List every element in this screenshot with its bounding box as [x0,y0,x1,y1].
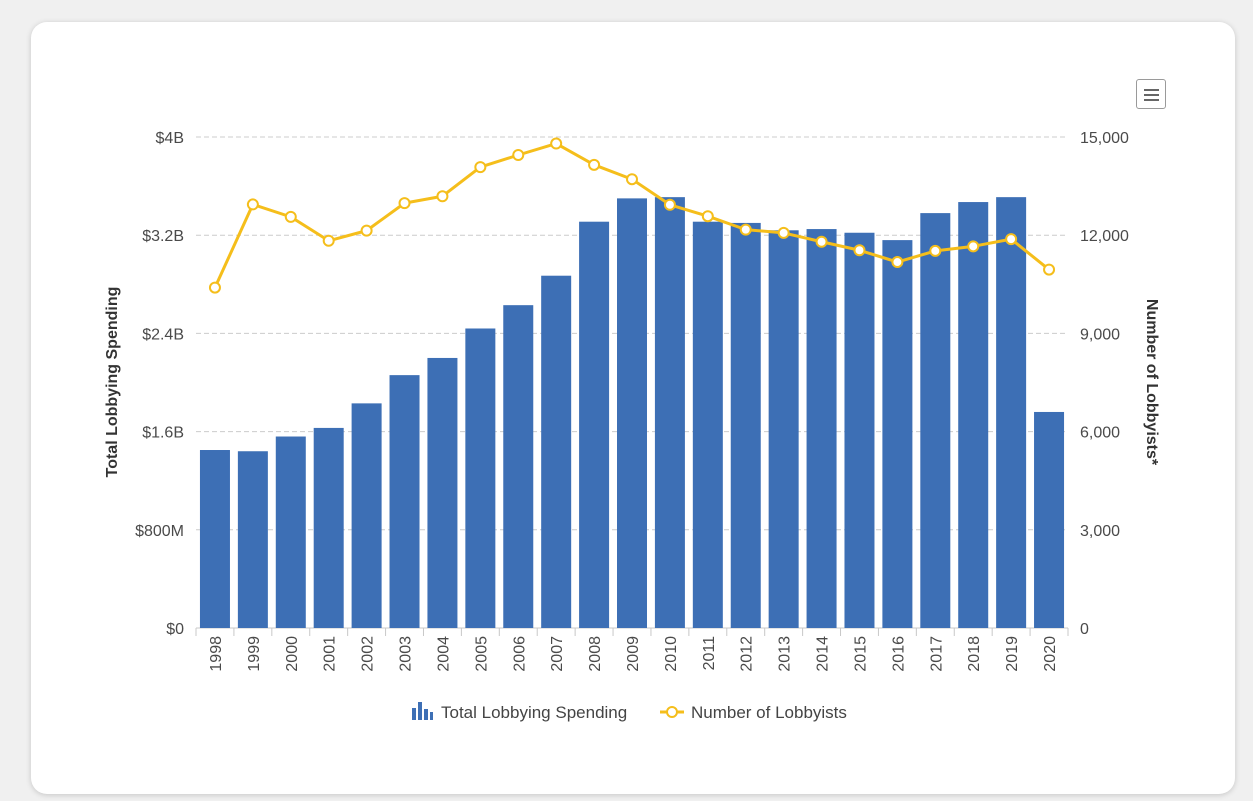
bar [654,197,685,628]
left-axis-title: Total Lobbying Spending [104,287,121,478]
bar [389,375,420,628]
bar [465,328,496,628]
lobbyists-point [701,210,714,223]
left-axis-tick-label: $4B [156,130,184,147]
bar [1034,411,1065,628]
bar [996,197,1027,628]
line-marker-icon [660,706,684,718]
bar [844,232,875,628]
bar-chart-icon [412,702,433,720]
x-axis-tick-label: 2010 [663,636,680,672]
x-axis-tick-label: 2002 [360,636,377,672]
x-axis-tick-label: 2014 [815,636,832,672]
axis-ticks: $0 $800M $1.6B $2.4B $3.2B $4B 0 3,000 6,000 9,00… [135,130,1129,672]
lobbyists-point [398,197,411,210]
bar [617,198,647,628]
bar [806,229,837,628]
lobbyists-point [360,224,373,237]
x-axis-tick-label: 2001 [322,636,339,672]
lobbyists-point [853,244,866,257]
x-axis-tick-label: 2015 [852,636,869,672]
x-axis-tick-label: 2008 [587,636,604,672]
x-axis-tick-label: 2006 [511,636,528,672]
bars [199,197,1065,629]
bar [768,230,799,629]
bar [579,221,610,628]
left-axis-tick-label: $2.4B [142,326,184,343]
x-axis-tick-label: 2017 [928,636,945,672]
right-axis-tick-label: 3,000 [1080,523,1120,540]
x-axis-tick-label: 2011 [701,636,718,671]
legend: Total Lobbying Spending Number of Lobbyi… [412,702,847,722]
left-axis-tick-label: $3.2B [142,228,184,245]
x-axis-tick-label: 2007 [549,636,566,672]
left-axis-tick-label: $0 [166,621,184,638]
bar [237,451,268,628]
lobbyists-point [739,223,752,236]
lobbyists-point [436,190,449,203]
x-axis-tick-label: 2013 [777,636,794,672]
right-axis-tick-label: 15,000 [1080,130,1129,147]
legend-lobbyists-label: Number of Lobbyists [691,703,847,722]
chart-menu-button[interactable] [1136,79,1166,109]
x-axis-tick-label: 2003 [398,636,415,672]
lobbyists-point [777,226,790,239]
x-axis-tick-label: 2020 [1042,636,1059,672]
right-axis-tick-label: 12,000 [1080,228,1129,245]
lobbyists-point [512,149,525,162]
lobbyists-point [1043,263,1056,276]
x-axis-tick-label: 2018 [966,636,983,672]
bar [351,403,382,628]
bar [199,450,230,628]
bar [958,202,989,628]
x-axis-tick-label: 1999 [246,636,263,672]
lobbyists-point [663,198,676,211]
lobbyists-point [474,161,487,174]
bar [692,221,723,628]
lobbyists-point [891,256,904,269]
right-axis-tick-label: 6,000 [1080,425,1120,442]
right-axis-title: Number of Lobbyists* [1143,299,1160,466]
lobbyists-line-layer [208,137,1056,294]
hamburger-menu-icon-bar [1144,94,1159,96]
lobbyists-point [588,158,601,171]
legend-item-spending[interactable]: Total Lobbying Spending [412,702,627,722]
lobbyists-point [929,244,942,257]
lobbyists-point [246,198,259,211]
hamburger-menu-icon-bar [1144,99,1159,101]
x-axis-tick-label: 2016 [890,636,907,672]
x-axis-tick-label: 2000 [284,636,301,672]
x-axis-tick-label: 2005 [473,636,490,672]
left-axis-tick-label: $800M [135,523,184,540]
x-axis-tick-label: 2019 [1004,636,1021,672]
bar [427,357,458,628]
x-axis-tick-label: 2004 [435,636,452,672]
legend-item-lobbyists[interactable]: Number of Lobbyists [660,703,847,722]
bar [920,213,951,629]
bar [541,275,572,628]
bar [313,427,344,628]
x-axis-tick-label: 1998 [208,636,225,672]
right-axis-tick-label: 9,000 [1080,326,1120,343]
bar [730,222,761,629]
left-axis-tick-label: $1.6B [142,425,184,442]
lobbyists-point [1005,233,1018,246]
bar [882,240,913,629]
x-axis-tick-label: 2012 [739,636,756,672]
bar [275,436,306,628]
legend-spending-label: Total Lobbying Spending [441,703,627,722]
lobbyists-point [626,173,638,186]
lobbyists-point [550,137,563,150]
lobbyists-point [284,210,297,223]
lobbyists-point [967,240,980,253]
right-axis-tick-label: 0 [1080,621,1089,638]
lobbyists-point [208,281,221,294]
lobbyists-point [322,234,335,247]
hamburger-menu-icon-bar [1144,89,1159,91]
bar [503,305,534,628]
x-axis-tick-label: 2009 [625,636,642,672]
lobbyists-point [815,235,828,248]
